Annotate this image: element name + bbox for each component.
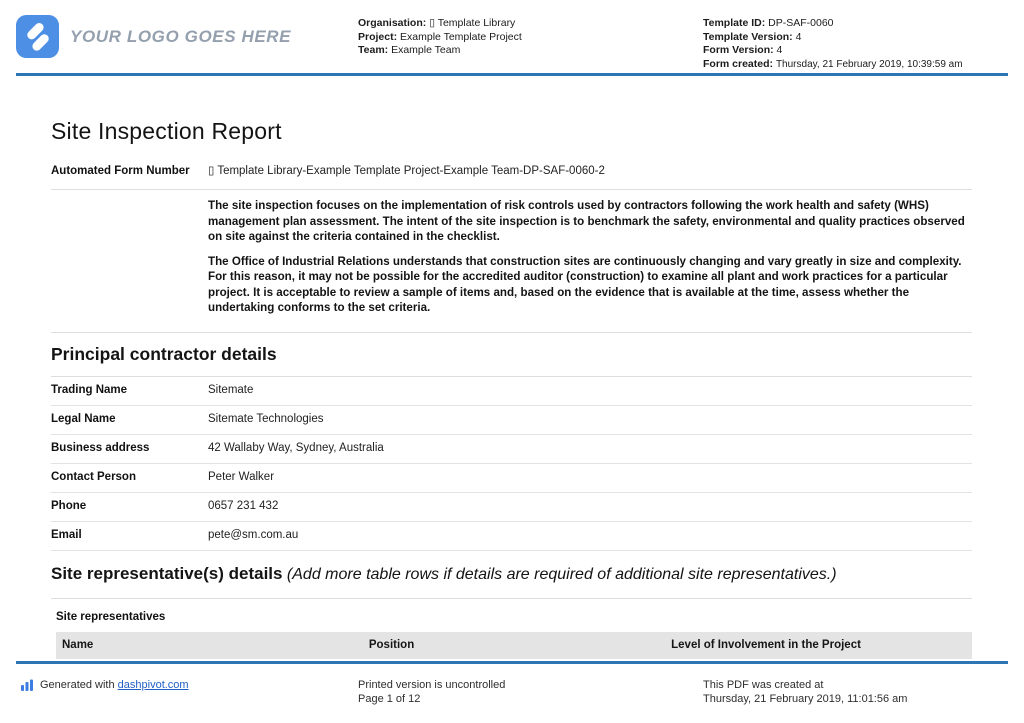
project-line: Project: Example Template Project xyxy=(358,30,522,43)
automated-form-number-label: Automated Form Number xyxy=(51,165,190,177)
principal-contractor-table: Trading Name Sitemate Legal Name Sitemat… xyxy=(51,377,972,551)
logo: YOUR LOGO GOES HERE xyxy=(16,15,291,58)
table-header-row: Name Position Level of Involvement in th… xyxy=(56,631,972,659)
site-representatives-table: Site representatives Name Position Level… xyxy=(56,611,972,659)
team-line: Team: Example Team xyxy=(358,44,461,56)
table-row: Business address 42 Wallaby Way, Sydney,… xyxy=(51,435,972,464)
site-representatives-heading-bold: Site representative(s) details xyxy=(51,563,283,583)
form-version-line: Form Version: 4 xyxy=(703,44,783,56)
form-created-line: Form created: Thursday, 21 February 2019… xyxy=(703,57,963,70)
page-title: Site Inspection Report xyxy=(51,118,282,144)
section-divider xyxy=(51,189,972,190)
logo-placeholder-text: YOUR LOGO GOES HERE xyxy=(70,26,292,46)
template-id-line: Template ID: DP-SAF-0060 xyxy=(703,17,834,29)
table-row: Legal Name Sitemate Technologies xyxy=(51,406,972,435)
row-value: Peter Walker xyxy=(208,470,275,483)
row-label: Phone xyxy=(51,499,87,512)
document-body: Site Inspection Report Automated Form Nu… xyxy=(51,118,972,659)
organisation-line: Organisation: ▯ Template Library xyxy=(358,17,516,29)
intro-paragraphs: The site inspection focuses on the imple… xyxy=(208,198,972,316)
site-representatives-heading-note: (Add more table rows if details are requ… xyxy=(282,565,837,583)
table-row: Trading Name Sitemate xyxy=(51,377,972,406)
header-organisation-block: Organisation: ▯ Template Library Project… xyxy=(358,17,688,58)
row-label: Email xyxy=(51,528,82,541)
column-header-position: Position xyxy=(368,638,415,651)
row-label: Legal Name xyxy=(51,412,116,425)
footer-created-block: This PDF was created at Thursday, 21 Feb… xyxy=(703,678,907,706)
row-value: 0657 231 432 xyxy=(208,499,279,512)
table-row: Email pete@sm.com.au xyxy=(51,522,972,551)
automated-form-number-row: Automated Form Number ▯ Template Library… xyxy=(51,164,972,179)
header-template-block: Template ID: DP-SAF-0060 Template Versio… xyxy=(703,17,1013,71)
footer-printed-block: Printed version is uncontrolled Page 1 o… xyxy=(358,678,505,706)
row-value: 42 Wallaby Way, Sydney, Australia xyxy=(208,441,384,454)
template-version-line: Template Version: 4 xyxy=(703,30,802,43)
table-row: Phone 0657 231 432 xyxy=(51,493,972,522)
section-divider xyxy=(51,331,972,333)
intro-paragraph: The site inspection focuses on the imple… xyxy=(208,199,965,243)
principal-contractor-heading: Principal contractor details xyxy=(51,343,277,364)
company-logo-icon xyxy=(16,15,59,58)
row-label: Business address xyxy=(51,441,150,454)
row-label: Contact Person xyxy=(51,470,136,483)
site-representatives-table-label: Site representatives xyxy=(56,610,166,623)
column-header-name: Name xyxy=(62,638,94,651)
page-number-text: Page 1 of 12 xyxy=(358,693,421,705)
printed-uncontrolled-text: Printed version is uncontrolled xyxy=(358,679,506,691)
row-value: Sitemate xyxy=(208,383,254,396)
dashpivot-link[interactable]: dashpivot.com xyxy=(117,679,189,691)
column-header-involvement: Level of Involvement in the Project xyxy=(671,638,861,651)
intro-paragraph: The Office of Industrial Relations under… xyxy=(208,254,962,315)
row-value: pete@sm.com.au xyxy=(208,528,299,541)
row-value: Sitemate Technologies xyxy=(208,412,324,425)
bar-chart-icon xyxy=(21,679,33,691)
automated-form-number-value: ▯ Template Library-Example Template Proj… xyxy=(208,165,605,177)
pdf-created-label: This PDF was created at xyxy=(703,679,824,691)
generated-with-text: Generated with dashpivot.com xyxy=(40,679,189,691)
footer-divider-rule xyxy=(16,661,1008,664)
table-row: Contact Person Peter Walker xyxy=(51,464,972,493)
section-divider xyxy=(51,375,972,377)
section-divider xyxy=(51,597,972,599)
row-label: Trading Name xyxy=(51,383,128,396)
site-representatives-heading: Site representative(s) details (Add more… xyxy=(51,563,972,585)
footer-generated: Generated with dashpivot.com xyxy=(20,678,189,692)
pdf-created-timestamp: Thursday, 21 February 2019, 11:01:56 am xyxy=(703,693,908,705)
header-divider-rule xyxy=(16,73,1008,76)
